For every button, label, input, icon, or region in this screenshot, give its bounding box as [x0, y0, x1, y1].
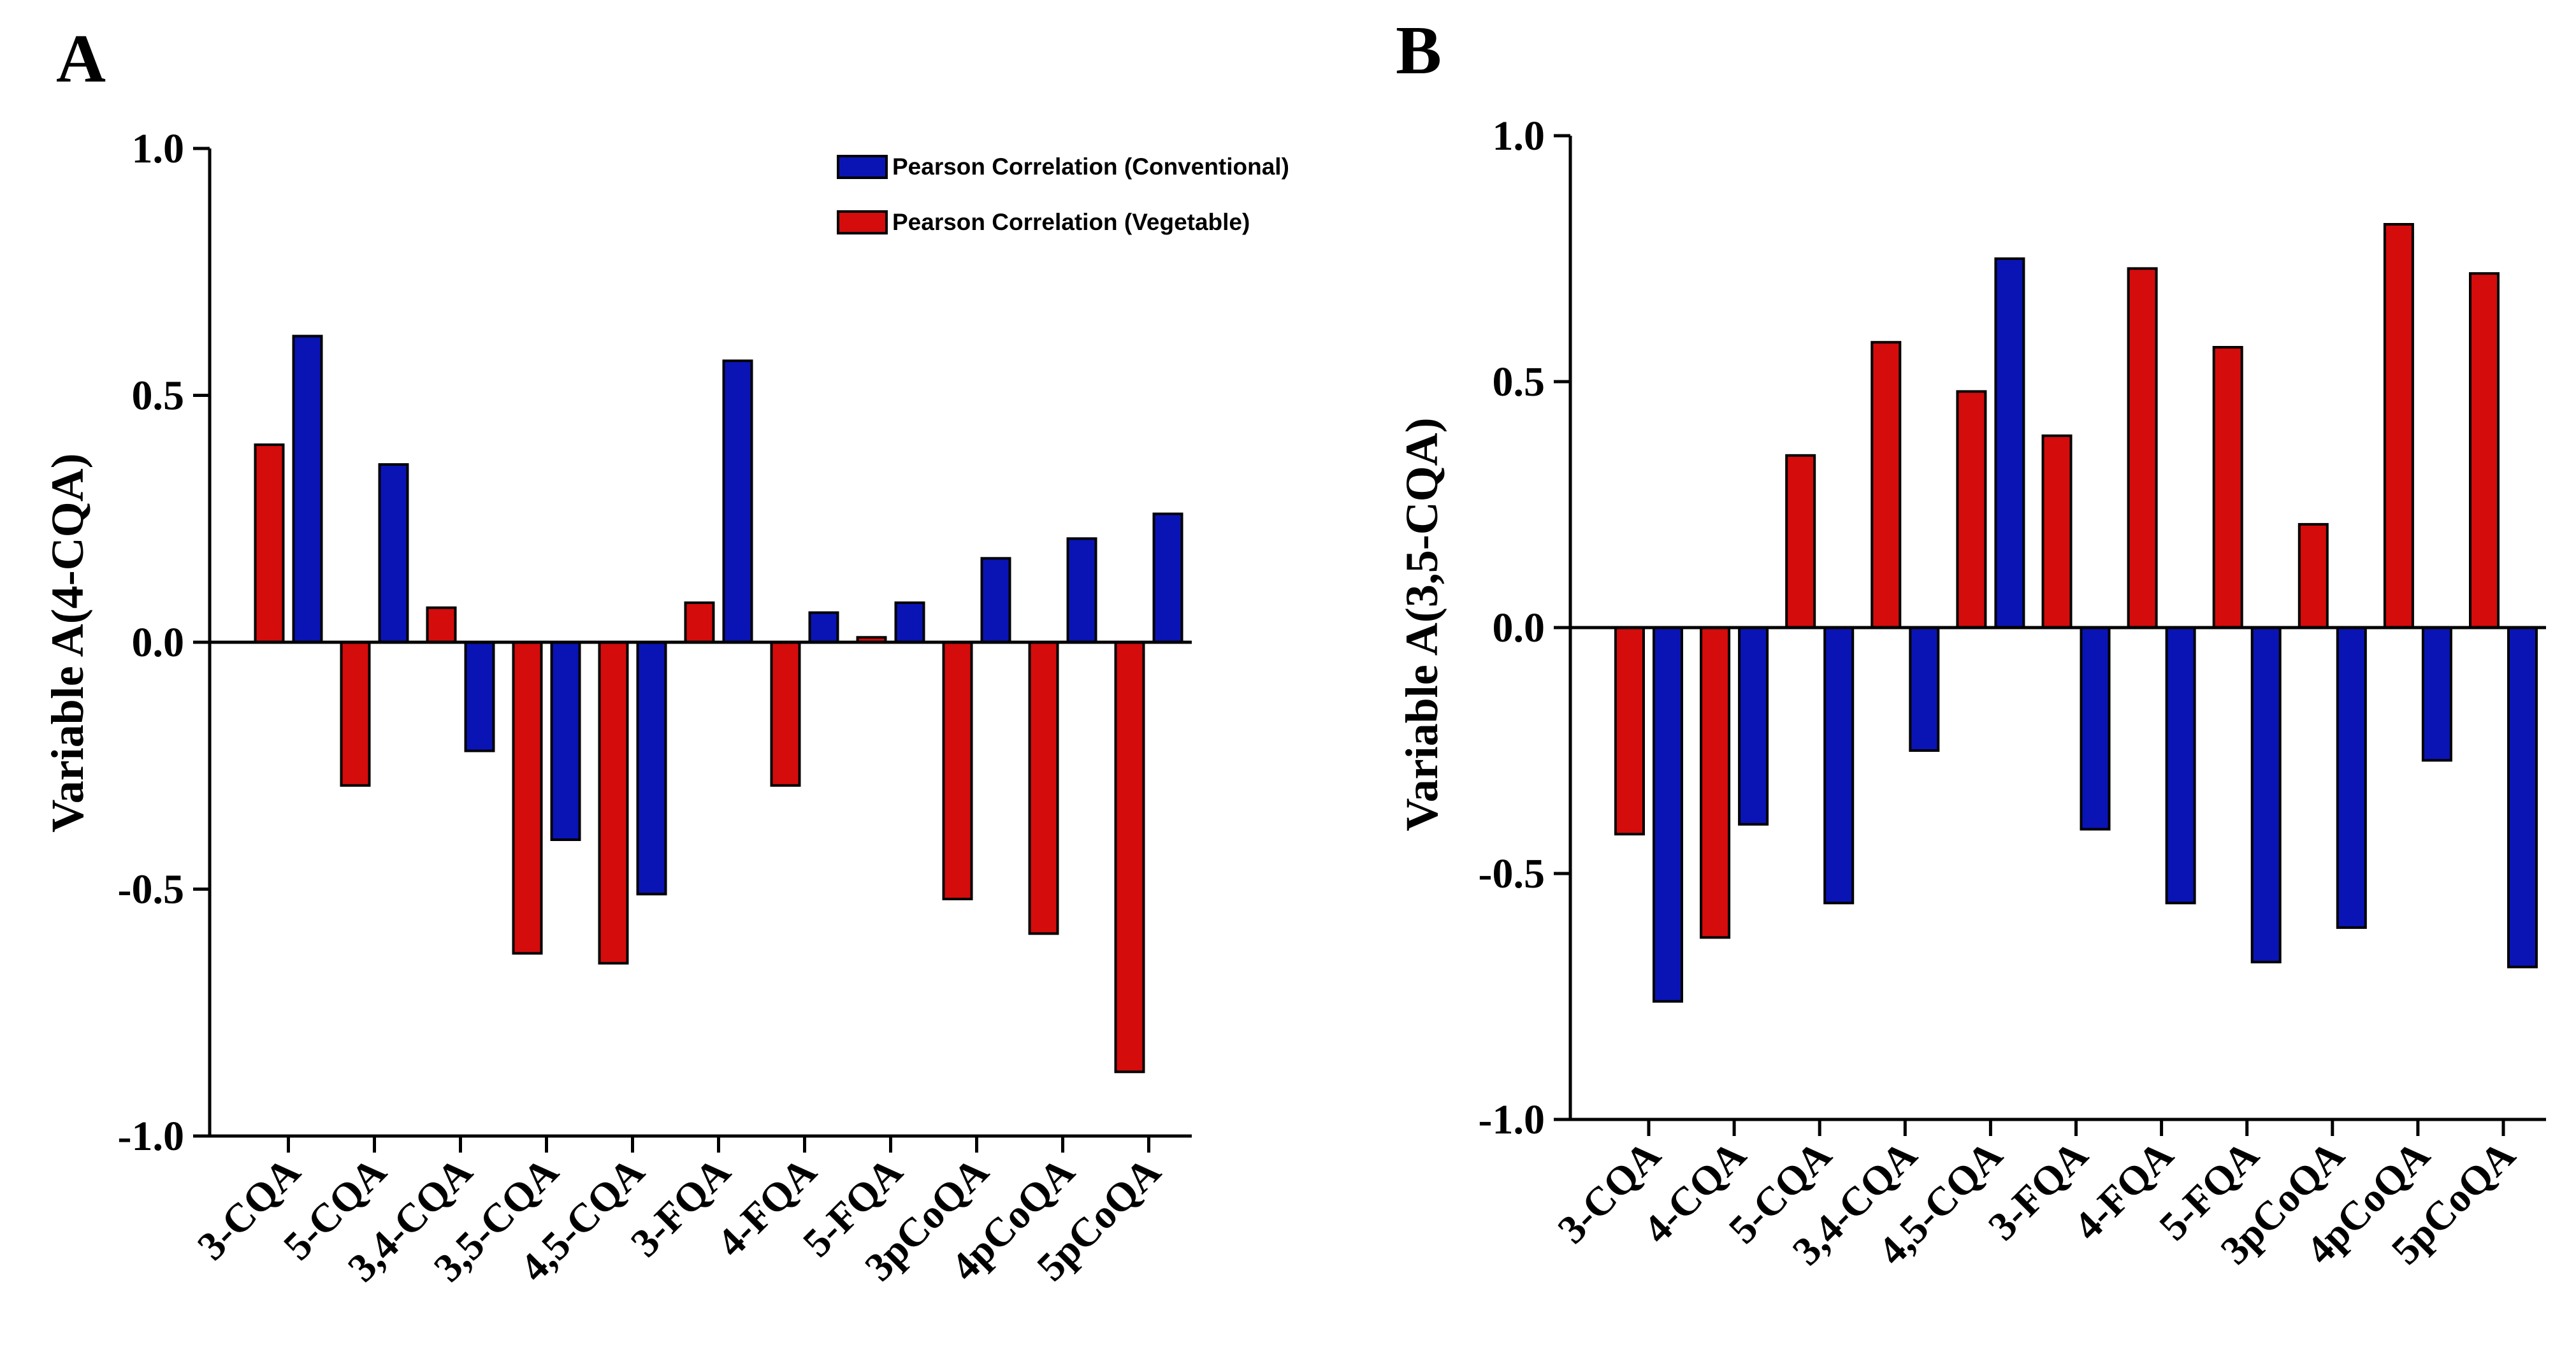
y-tick-label: 1.0	[132, 126, 185, 172]
bar-vegetable-1	[1700, 626, 1731, 939]
bar-conventional-7	[894, 601, 925, 644]
bar-vegetable-4	[1956, 390, 1987, 629]
y-tick-label: 0.5	[1493, 359, 1545, 405]
chart-a: 1.0 0.5 0.0 -0.5 -1.0 3-CQA5-CQA3,4-CQA3,5-C…	[42, 126, 1192, 1290]
chart-a-ytick-labels: 1.0 0.5 0.0 -0.5 -1.0	[118, 126, 184, 1160]
chart-a-bars	[254, 334, 1183, 1074]
bar-conventional-10	[2507, 626, 2538, 968]
bar-conventional-4	[636, 641, 667, 896]
y-tick-label: 0.0	[132, 619, 185, 666]
y-tick-label: 1.0	[1493, 113, 1545, 159]
bar-vegetable-7	[2212, 346, 2243, 629]
bar-vegetable-9	[1028, 641, 1059, 935]
y-tick-label: 0.5	[132, 373, 185, 419]
bar-vegetable-8	[2297, 522, 2329, 629]
bar-vegetable-6	[770, 641, 801, 787]
chart-b-bars	[1614, 223, 2538, 1003]
x-tick-label: 4-FQA	[708, 1149, 825, 1265]
bar-vegetable-3	[512, 641, 543, 955]
chart-b-axes	[1554, 134, 2546, 1136]
bar-conventional-0	[1653, 626, 1683, 1003]
y-tick-label: -1.0	[1479, 1097, 1545, 1143]
bar-vegetable-8	[942, 641, 973, 900]
legend-swatch-conventional	[837, 155, 888, 179]
bar-vegetable-6	[2127, 267, 2158, 629]
x-tick-label: 3-FQA	[622, 1149, 739, 1265]
legend: Pearson Correlation (Conventional) Pears…	[837, 154, 1289, 235]
legend-label-vegetable: Pearson Correlation (Vegetable)	[892, 209, 1250, 235]
y-tick-label: -0.5	[118, 867, 184, 913]
bar-conventional-3	[550, 641, 581, 841]
bar-conventional-9	[1066, 537, 1097, 644]
panel-a-letter: A	[56, 21, 106, 97]
chart-b-xtick-labels: 3-CQA4-CQA5-CQA3,4-CQA4,5-CQA3-FQA4-FQA5…	[1549, 1132, 2523, 1274]
y-tick-label: 0.0	[1493, 605, 1545, 651]
bar-conventional-5	[2080, 626, 2111, 831]
bar-vegetable-0	[254, 443, 285, 644]
y-tick-label: -0.5	[1479, 851, 1545, 897]
bar-vegetable-3	[1870, 341, 1902, 629]
bar-vegetable-5	[684, 601, 715, 644]
bar-conventional-1	[1738, 626, 1769, 826]
bar-vegetable-10	[2469, 272, 2500, 629]
bar-conventional-0	[292, 334, 323, 644]
chart-a-axes	[193, 147, 1192, 1153]
bar-vegetable-2	[1785, 454, 1816, 629]
bar-vegetable-10	[1114, 641, 1145, 1074]
legend-swatch-vegetable	[837, 210, 888, 234]
chart-a-xtick-labels: 3-CQA5-CQA3,4-CQA3,5-CQA4,5-CQA3-FQA4-FQ…	[189, 1149, 1169, 1290]
bar-conventional-7	[2250, 626, 2282, 963]
y-tick-label: -1.0	[118, 1113, 184, 1160]
bar-conventional-6	[2165, 626, 2196, 905]
bar-conventional-9	[2421, 626, 2452, 762]
chart-b: 1.0 0.5 0.0 -0.5 -1.0 3-CQA4-CQA5-CQA3,4-CQA…	[1396, 113, 2546, 1274]
bar-conventional-2	[1823, 626, 1855, 905]
bar-conventional-5	[722, 359, 753, 644]
bar-vegetable-0	[1614, 626, 1645, 836]
bar-conventional-1	[378, 463, 409, 644]
bar-conventional-8	[980, 557, 1011, 644]
bar-vegetable-1	[340, 641, 371, 787]
bar-conventional-2	[464, 641, 495, 752]
bar-conventional-8	[2336, 626, 2367, 929]
bar-conventional-6	[808, 611, 839, 644]
bar-vegetable-2	[426, 606, 457, 644]
chart-b-ytick-labels: 1.0 0.5 0.0 -0.5 -1.0	[1479, 113, 1545, 1143]
chart-a-ylabel: Variable A(4-CQA)	[42, 453, 93, 832]
bar-conventional-10	[1152, 512, 1183, 644]
bar-conventional-3	[1909, 626, 1940, 752]
panel-b-letter: B	[1396, 13, 1442, 89]
chart-b-ylabel: Variable A(3,5-CQA)	[1396, 417, 1447, 831]
bar-vegetable-4	[598, 641, 629, 965]
bar-conventional-4	[1994, 257, 2025, 629]
bar-vegetable-5	[2041, 434, 2073, 629]
bar-vegetable-9	[2383, 223, 2414, 629]
legend-label-conventional: Pearson Correlation (Conventional)	[892, 154, 1289, 180]
